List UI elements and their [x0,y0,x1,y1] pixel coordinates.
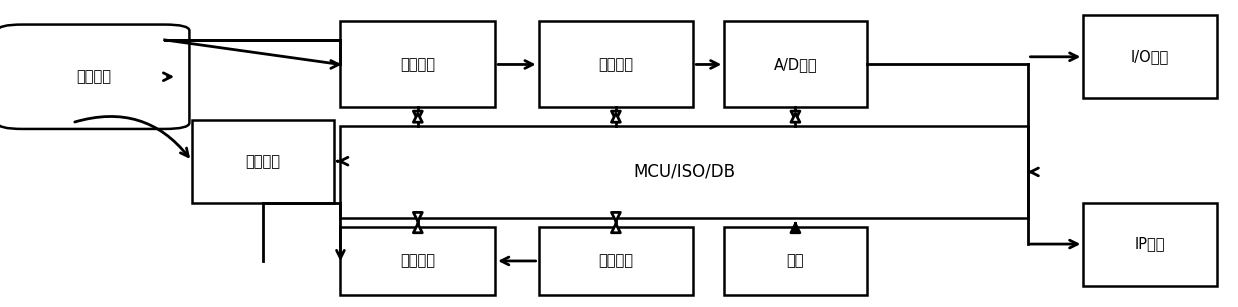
Text: 激光调制: 激光调制 [400,254,436,268]
Text: 光电转换: 光电转换 [598,57,634,72]
FancyBboxPatch shape [0,25,189,129]
FancyBboxPatch shape [1083,203,1217,286]
FancyBboxPatch shape [340,227,495,295]
FancyBboxPatch shape [539,21,693,107]
FancyBboxPatch shape [340,21,495,107]
Text: MCU/ISO/DB: MCU/ISO/DB [633,163,735,181]
Text: 电源: 电源 [786,254,805,268]
FancyBboxPatch shape [724,21,867,107]
Text: 光栅解析: 光栅解析 [400,57,436,72]
FancyBboxPatch shape [340,126,1028,218]
Text: 检测探头: 检测探头 [76,69,111,84]
FancyBboxPatch shape [724,227,867,295]
Text: 激光光源: 激光光源 [598,254,634,268]
Text: 光耦合器: 光耦合器 [245,154,281,169]
Text: I/O接口: I/O接口 [1132,49,1169,64]
FancyBboxPatch shape [539,227,693,295]
Text: A/D转换: A/D转换 [774,57,817,72]
FancyBboxPatch shape [1083,15,1217,98]
Text: IP接口: IP接口 [1135,237,1165,251]
FancyBboxPatch shape [192,120,334,203]
